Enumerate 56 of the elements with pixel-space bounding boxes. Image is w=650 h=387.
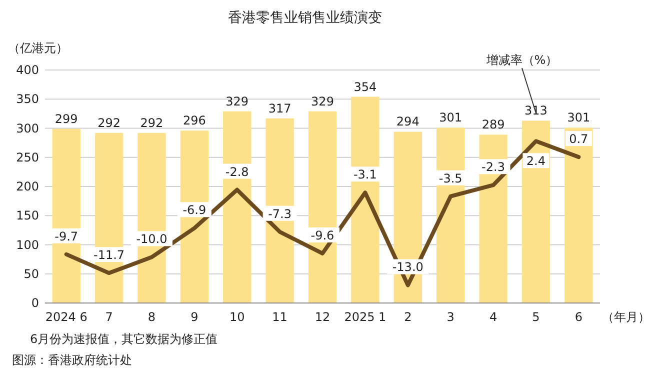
data-label: 354: [354, 80, 377, 94]
data-label: 289: [482, 118, 505, 132]
data-label: -9.7: [54, 229, 78, 244]
data-label: 317: [268, 101, 292, 116]
bar: [522, 120, 550, 303]
data-label: -6.9: [182, 203, 206, 218]
bar: [564, 128, 593, 303]
data-label: 301: [567, 110, 590, 125]
y-tick-label: 100: [16, 238, 39, 252]
x-tick-label: 2025 1: [344, 310, 386, 324]
x-tick-label: 2: [404, 310, 412, 324]
data-label: 299: [54, 112, 78, 126]
data-label: -13.0: [392, 260, 424, 274]
x-tick-label: 6: [574, 310, 582, 324]
data-label: 313: [524, 104, 548, 118]
x-tick-label: 4: [489, 310, 498, 324]
data-label: -3.5: [438, 171, 462, 186]
data-label: 2.4: [526, 154, 546, 168]
chart-title: 香港零售业销售业绩演变: [228, 10, 382, 26]
y-tick-label: 200: [16, 180, 39, 194]
x-tick-label: 9: [190, 310, 198, 324]
x-tick-label: 2024 6: [45, 310, 88, 324]
text: 6月份为速报值，其它数据为修正值: [30, 332, 218, 346]
x-tick-label: 11: [272, 310, 288, 324]
y-tick-label: 400: [16, 63, 39, 77]
data-label: -9.6: [310, 228, 334, 242]
data-label: 301: [439, 110, 462, 125]
data-label: 296: [182, 114, 206, 128]
text: 增减率（%）: [485, 53, 558, 67]
y-tick-label: 150: [16, 208, 39, 223]
x-tick-label: 5: [532, 310, 540, 324]
data-label: -10.0: [136, 232, 168, 246]
data-label: 292: [98, 116, 120, 130]
y-tick-label: 250: [16, 150, 39, 164]
x-tick-label: 8: [148, 310, 156, 324]
text: 图源：香港政府统计处: [12, 353, 132, 367]
y-tick-label: 350: [16, 92, 39, 106]
x-tick-label: 7: [105, 310, 113, 324]
data-label: 294: [396, 114, 420, 129]
data-label: -11.7: [94, 248, 125, 262]
y-tick-label: 0: [31, 296, 39, 310]
data-label: -7.3: [268, 206, 292, 221]
data-label: -2.8: [225, 164, 249, 179]
data-label: -2.3: [482, 160, 505, 174]
y-axis-title: （亿港元）: [8, 41, 68, 55]
x-tick-label: 3: [446, 310, 454, 324]
data-label: 0.7: [569, 132, 588, 146]
data-label: -3.1: [353, 168, 377, 182]
x-axis-title: （年月）: [602, 310, 650, 324]
y-tick-label: 300: [16, 121, 39, 136]
x-tick-label: 10: [229, 310, 245, 324]
y-tick-label: 50: [24, 266, 39, 281]
x-tick-label: 12: [314, 310, 330, 324]
data-label: 292: [140, 116, 164, 130]
data-label: 329: [311, 94, 334, 108]
data-label: 329: [226, 94, 249, 108]
